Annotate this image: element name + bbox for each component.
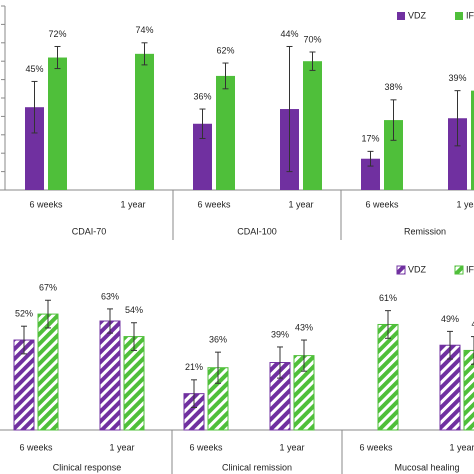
legend-swatch: [454, 265, 464, 275]
value-label: 38%: [384, 82, 402, 92]
value-label: 36%: [209, 335, 227, 345]
group-label: CDAI-70: [72, 226, 107, 236]
bar: [25, 107, 44, 190]
bar: [471, 90, 474, 190]
bar: [193, 123, 212, 190]
x-tick-label: 6 weeks: [365, 199, 399, 209]
value-label: 72%: [48, 29, 66, 39]
value-label: 44%: [280, 29, 298, 39]
bar: [135, 53, 154, 191]
value-label: 67%: [39, 283, 57, 293]
value-label: 63%: [101, 291, 119, 301]
bar: [48, 57, 67, 190]
bar: [361, 158, 380, 190]
group-label: CDAI-100: [237, 226, 277, 236]
bar: [448, 118, 467, 190]
legend-label: IFX: [466, 10, 474, 20]
value-label: 61%: [379, 293, 397, 303]
bar: [377, 323, 399, 431]
bar: [216, 75, 235, 190]
group-label: Clinical remission: [222, 462, 292, 472]
bar: [463, 349, 474, 431]
value-label: 54%: [125, 305, 143, 315]
value-label: 52%: [15, 309, 33, 319]
x-tick-label: 6 weeks: [19, 442, 53, 452]
value-label: 39%: [448, 73, 466, 83]
x-tick-label: 6 weeks: [197, 199, 231, 209]
value-label: 49%: [441, 314, 459, 324]
bar: [303, 61, 322, 191]
x-tick-label: 1 year: [109, 442, 134, 452]
value-label: 74%: [135, 25, 153, 35]
group-label: Remission: [404, 226, 446, 236]
legend-label: VDZ: [408, 264, 427, 274]
value-label: 62%: [216, 45, 234, 55]
legend-label: VDZ: [408, 10, 427, 20]
legend-swatch: [396, 265, 406, 275]
value-label: 70%: [303, 34, 321, 44]
value-label: 39%: [271, 329, 289, 339]
value-label: 21%: [185, 362, 203, 372]
value-label: 36%: [193, 91, 211, 101]
legend-swatch: [455, 12, 463, 20]
group-label: Clinical response: [53, 462, 122, 472]
x-tick-label: 6 weeks: [29, 199, 63, 209]
x-tick-label: 6 weeks: [359, 442, 393, 452]
x-tick-label: 1 year: [279, 442, 304, 452]
x-tick-label: 1 year: [456, 199, 474, 209]
bar: [99, 320, 121, 431]
bar: [384, 120, 403, 190]
legend-label: IFX: [466, 264, 474, 274]
x-tick-label: 1 year: [449, 442, 474, 452]
x-tick-label: 1 year: [120, 199, 145, 209]
value-label: 45%: [25, 64, 43, 74]
value-label: 4: [471, 319, 474, 329]
x-tick-label: 6 weeks: [189, 442, 223, 452]
bar: [37, 313, 59, 431]
value-label: 17%: [361, 134, 379, 144]
legend-swatch: [397, 12, 405, 20]
x-tick-label: 1 year: [288, 199, 313, 209]
group-label: Mucosal healing: [394, 462, 459, 472]
value-label: 43%: [295, 322, 313, 332]
